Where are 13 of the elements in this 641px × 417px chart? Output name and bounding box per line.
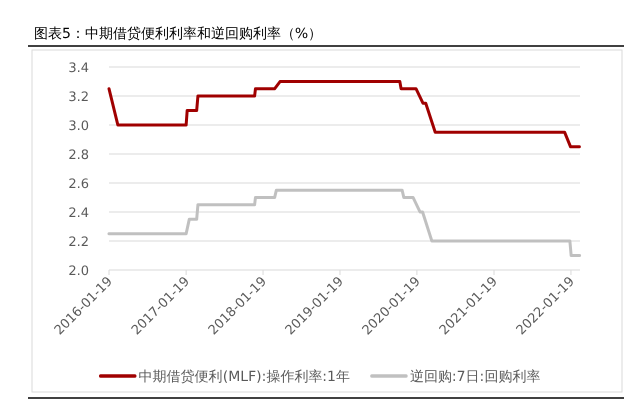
legend-label: 中期借贷便利(MLF):操作利率:1年 (138, 369, 350, 385)
y-tick-label: 2.8 (68, 148, 89, 163)
y-tick-label: 3.2 (68, 90, 89, 105)
line-series (108, 80, 581, 148)
legend-label: 逆回购:7日:回购利率 (410, 369, 540, 385)
chart-title: 图表5：中期借贷便利利率和逆回购利率（%） (34, 26, 322, 42)
y-tick-label: 2.0 (68, 264, 89, 279)
y-tick-label: 2.4 (68, 206, 89, 221)
line-series (108, 188, 582, 257)
y-tick-label: 3.4 (68, 61, 89, 76)
y-tick-label: 2.6 (68, 177, 89, 192)
y-tick-label: 3.0 (68, 119, 89, 134)
y-tick-label: 2.2 (68, 235, 89, 250)
